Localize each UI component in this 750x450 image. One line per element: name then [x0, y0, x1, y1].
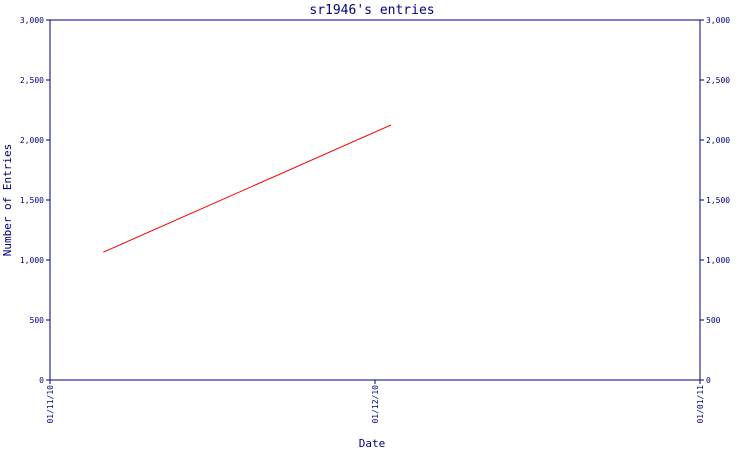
y-tick-label-right: 500	[706, 316, 721, 325]
y-tick-label-right: 2,500	[706, 76, 730, 85]
y-tick-label-left: 2,000	[20, 136, 44, 145]
series-layer	[103, 124, 392, 253]
y-tick-label-left: 500	[30, 316, 45, 325]
x-tick-label: 01/11/10	[46, 385, 55, 424]
x-axis: 01/11/10 01/12/10 01/01/11	[46, 380, 705, 424]
y-tick-label-left: 2,500	[20, 76, 44, 85]
y-axis-right: 0 500 1,000 1,500 2,000 2,500 3,000	[700, 16, 730, 385]
y-tick-label-left: 1,000	[20, 256, 44, 265]
y-tick-label-left: 1,500	[20, 196, 44, 205]
y-tick-label-right: 2,000	[706, 136, 730, 145]
x-tick-label: 01/12/10	[371, 385, 380, 424]
y-tick-label-left: 3,000	[20, 16, 44, 25]
y-tick-label-left: 0	[39, 376, 44, 385]
y-tick-label-right: 3,000	[706, 16, 730, 25]
y-axis-label: Number of Entries	[1, 144, 14, 257]
y-tick-label-right: 0	[706, 376, 711, 385]
y-tick-label-right: 1,500	[706, 196, 730, 205]
x-axis-label: Date	[359, 437, 386, 450]
y-tick-label-right: 1,000	[706, 256, 730, 265]
plot-area	[49, 19, 701, 381]
chart-title: sr1946's entries	[309, 3, 434, 18]
y-axis-left: 0 500 1,000 1,500 2,000 2,500 3,000	[20, 16, 50, 385]
x-tick-label: 01/01/11	[696, 385, 705, 424]
series-line	[103, 124, 392, 253]
